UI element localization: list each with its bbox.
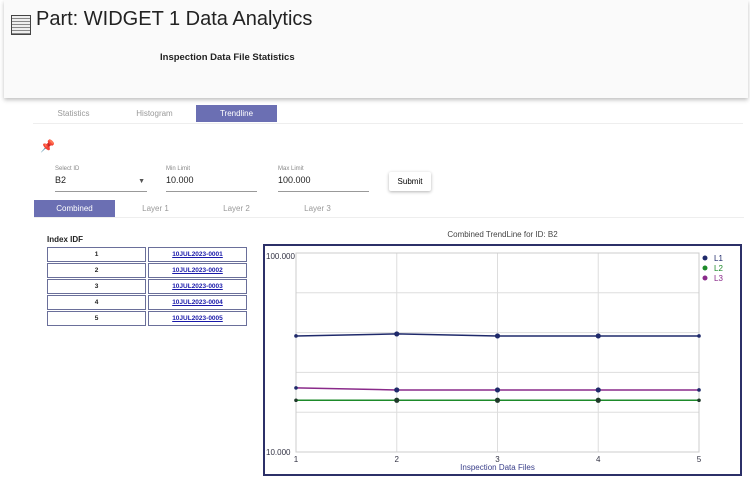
index-cell: 2 bbox=[47, 263, 146, 278]
tab-combined[interactable]: Combined bbox=[34, 200, 115, 217]
file-link[interactable]: 10JUL2023-0003 bbox=[172, 283, 223, 290]
chart-title: Combined TrendLine for ID: B2 bbox=[447, 230, 558, 239]
tab-layer-2[interactable]: Layer 2 bbox=[223, 204, 250, 213]
chevron-down-icon: ▼ bbox=[138, 178, 145, 185]
data-point-L3 bbox=[394, 387, 400, 393]
min-limit-label: Min Limit bbox=[166, 166, 191, 172]
layer-tabs: Combined Layer 1 Layer 2 Layer 3 bbox=[34, 200, 744, 218]
pushpin-icon[interactable]: 📌 bbox=[40, 139, 55, 153]
legend-label-L2: L2 bbox=[714, 264, 723, 273]
main-tabs: Statistics Histogram Trendline bbox=[33, 105, 743, 124]
data-point-L2 bbox=[494, 397, 501, 403]
table-row: 1 10JUL2023-0001 bbox=[47, 247, 247, 262]
legend-label-L1: L1 bbox=[714, 254, 723, 263]
submit-button[interactable]: Submit bbox=[389, 172, 431, 191]
file-cell: 10JUL2023-0004 bbox=[148, 295, 247, 310]
header: Part: WIDGET 1 Data Analytics Inspection… bbox=[4, 0, 748, 98]
max-limit-label: Max Limit bbox=[278, 166, 304, 172]
file-link[interactable]: 10JUL2023-0004 bbox=[172, 299, 223, 306]
tab-layer-1[interactable]: Layer 1 bbox=[142, 204, 169, 213]
data-point-L3 bbox=[697, 388, 701, 392]
data-point-L1 bbox=[294, 334, 298, 338]
data-point-L1 bbox=[595, 333, 601, 339]
y-tick-label: 100.000 bbox=[266, 252, 295, 261]
tab-layer-3[interactable]: Layer 3 bbox=[304, 204, 331, 213]
data-point-L3 bbox=[294, 386, 298, 390]
file-cell: 10JUL2023-0003 bbox=[148, 279, 247, 294]
x-tick-label: 4 bbox=[596, 455, 601, 464]
legend-label-L3: L3 bbox=[714, 274, 723, 283]
table-row: 2 10JUL2023-0002 bbox=[47, 263, 247, 278]
tab-trendline[interactable]: Trendline bbox=[196, 105, 277, 122]
max-limit-input[interactable]: 100.000 bbox=[278, 175, 369, 192]
data-point-L1 bbox=[697, 334, 701, 338]
data-point-L3 bbox=[595, 387, 601, 393]
trend-chart: 1 2 3 4 5 100.000 10.000 Inspection Data Files L… bbox=[263, 244, 742, 476]
x-tick-label: 3 bbox=[495, 455, 500, 464]
chart-logo-icon bbox=[11, 15, 31, 35]
x-tick-label: 1 bbox=[294, 455, 299, 464]
data-point-L2 bbox=[294, 398, 298, 403]
index-cell: 4 bbox=[47, 295, 146, 310]
select-id-value: B2 bbox=[55, 175, 147, 192]
file-cell: 10JUL2023-0001 bbox=[148, 247, 247, 262]
data-point-L2 bbox=[394, 397, 400, 403]
tab-statistics[interactable]: Statistics bbox=[57, 109, 90, 118]
file-link[interactable]: 10JUL2023-0001 bbox=[172, 251, 223, 258]
legend-marker-L2 bbox=[702, 265, 708, 271]
max-limit-field[interactable]: Max Limit 100.000 bbox=[278, 166, 369, 192]
table-row: 4 10JUL2023-0004 bbox=[47, 295, 247, 310]
tab-histogram[interactable]: Histogram bbox=[136, 109, 173, 118]
min-limit-field[interactable]: Min Limit 10.000 bbox=[166, 166, 257, 192]
index-cell: 3 bbox=[47, 279, 146, 294]
y-tick-label: 10.000 bbox=[266, 448, 291, 457]
x-axis-label: Inspection Data Files bbox=[460, 463, 535, 472]
x-tick-label: 2 bbox=[395, 455, 400, 464]
index-cell: 5 bbox=[47, 311, 146, 326]
file-cell: 10JUL2023-0002 bbox=[148, 263, 247, 278]
data-point-L3 bbox=[494, 387, 501, 393]
index-table: 1 10JUL2023-0001 2 10JUL2023-0002 3 10JUL20… bbox=[45, 246, 249, 327]
page-title: Part: WIDGET 1 Data Analytics bbox=[36, 8, 313, 30]
legend-marker-L1 bbox=[702, 255, 708, 261]
file-link[interactable]: 10JUL2023-0005 bbox=[172, 315, 223, 322]
table-row: 3 10JUL2023-0003 bbox=[47, 279, 247, 294]
data-point-L1 bbox=[394, 331, 400, 337]
index-idf-title: Index IDF bbox=[47, 235, 84, 244]
index-cell: 1 bbox=[47, 247, 146, 262]
file-cell: 10JUL2023-0005 bbox=[148, 311, 247, 326]
plot-area bbox=[295, 252, 700, 453]
data-point-L2 bbox=[595, 397, 601, 403]
select-id-dropdown[interactable]: Select ID B2 ▼ bbox=[55, 166, 147, 192]
chart-svg: 1 2 3 4 5 100.000 10.000 Inspection Data Files L… bbox=[266, 252, 723, 472]
x-tick-label: 5 bbox=[697, 455, 702, 464]
page-subtitle: Inspection Data File Statistics bbox=[160, 52, 295, 63]
file-link[interactable]: 10JUL2023-0002 bbox=[172, 267, 223, 274]
data-point-L1 bbox=[494, 333, 501, 339]
legend-marker-L3 bbox=[702, 275, 708, 281]
select-id-label: Select ID bbox=[55, 166, 80, 172]
data-point-L2 bbox=[697, 398, 701, 403]
table-row: 5 10JUL2023-0005 bbox=[47, 311, 247, 326]
min-limit-input[interactable]: 10.000 bbox=[166, 175, 257, 192]
